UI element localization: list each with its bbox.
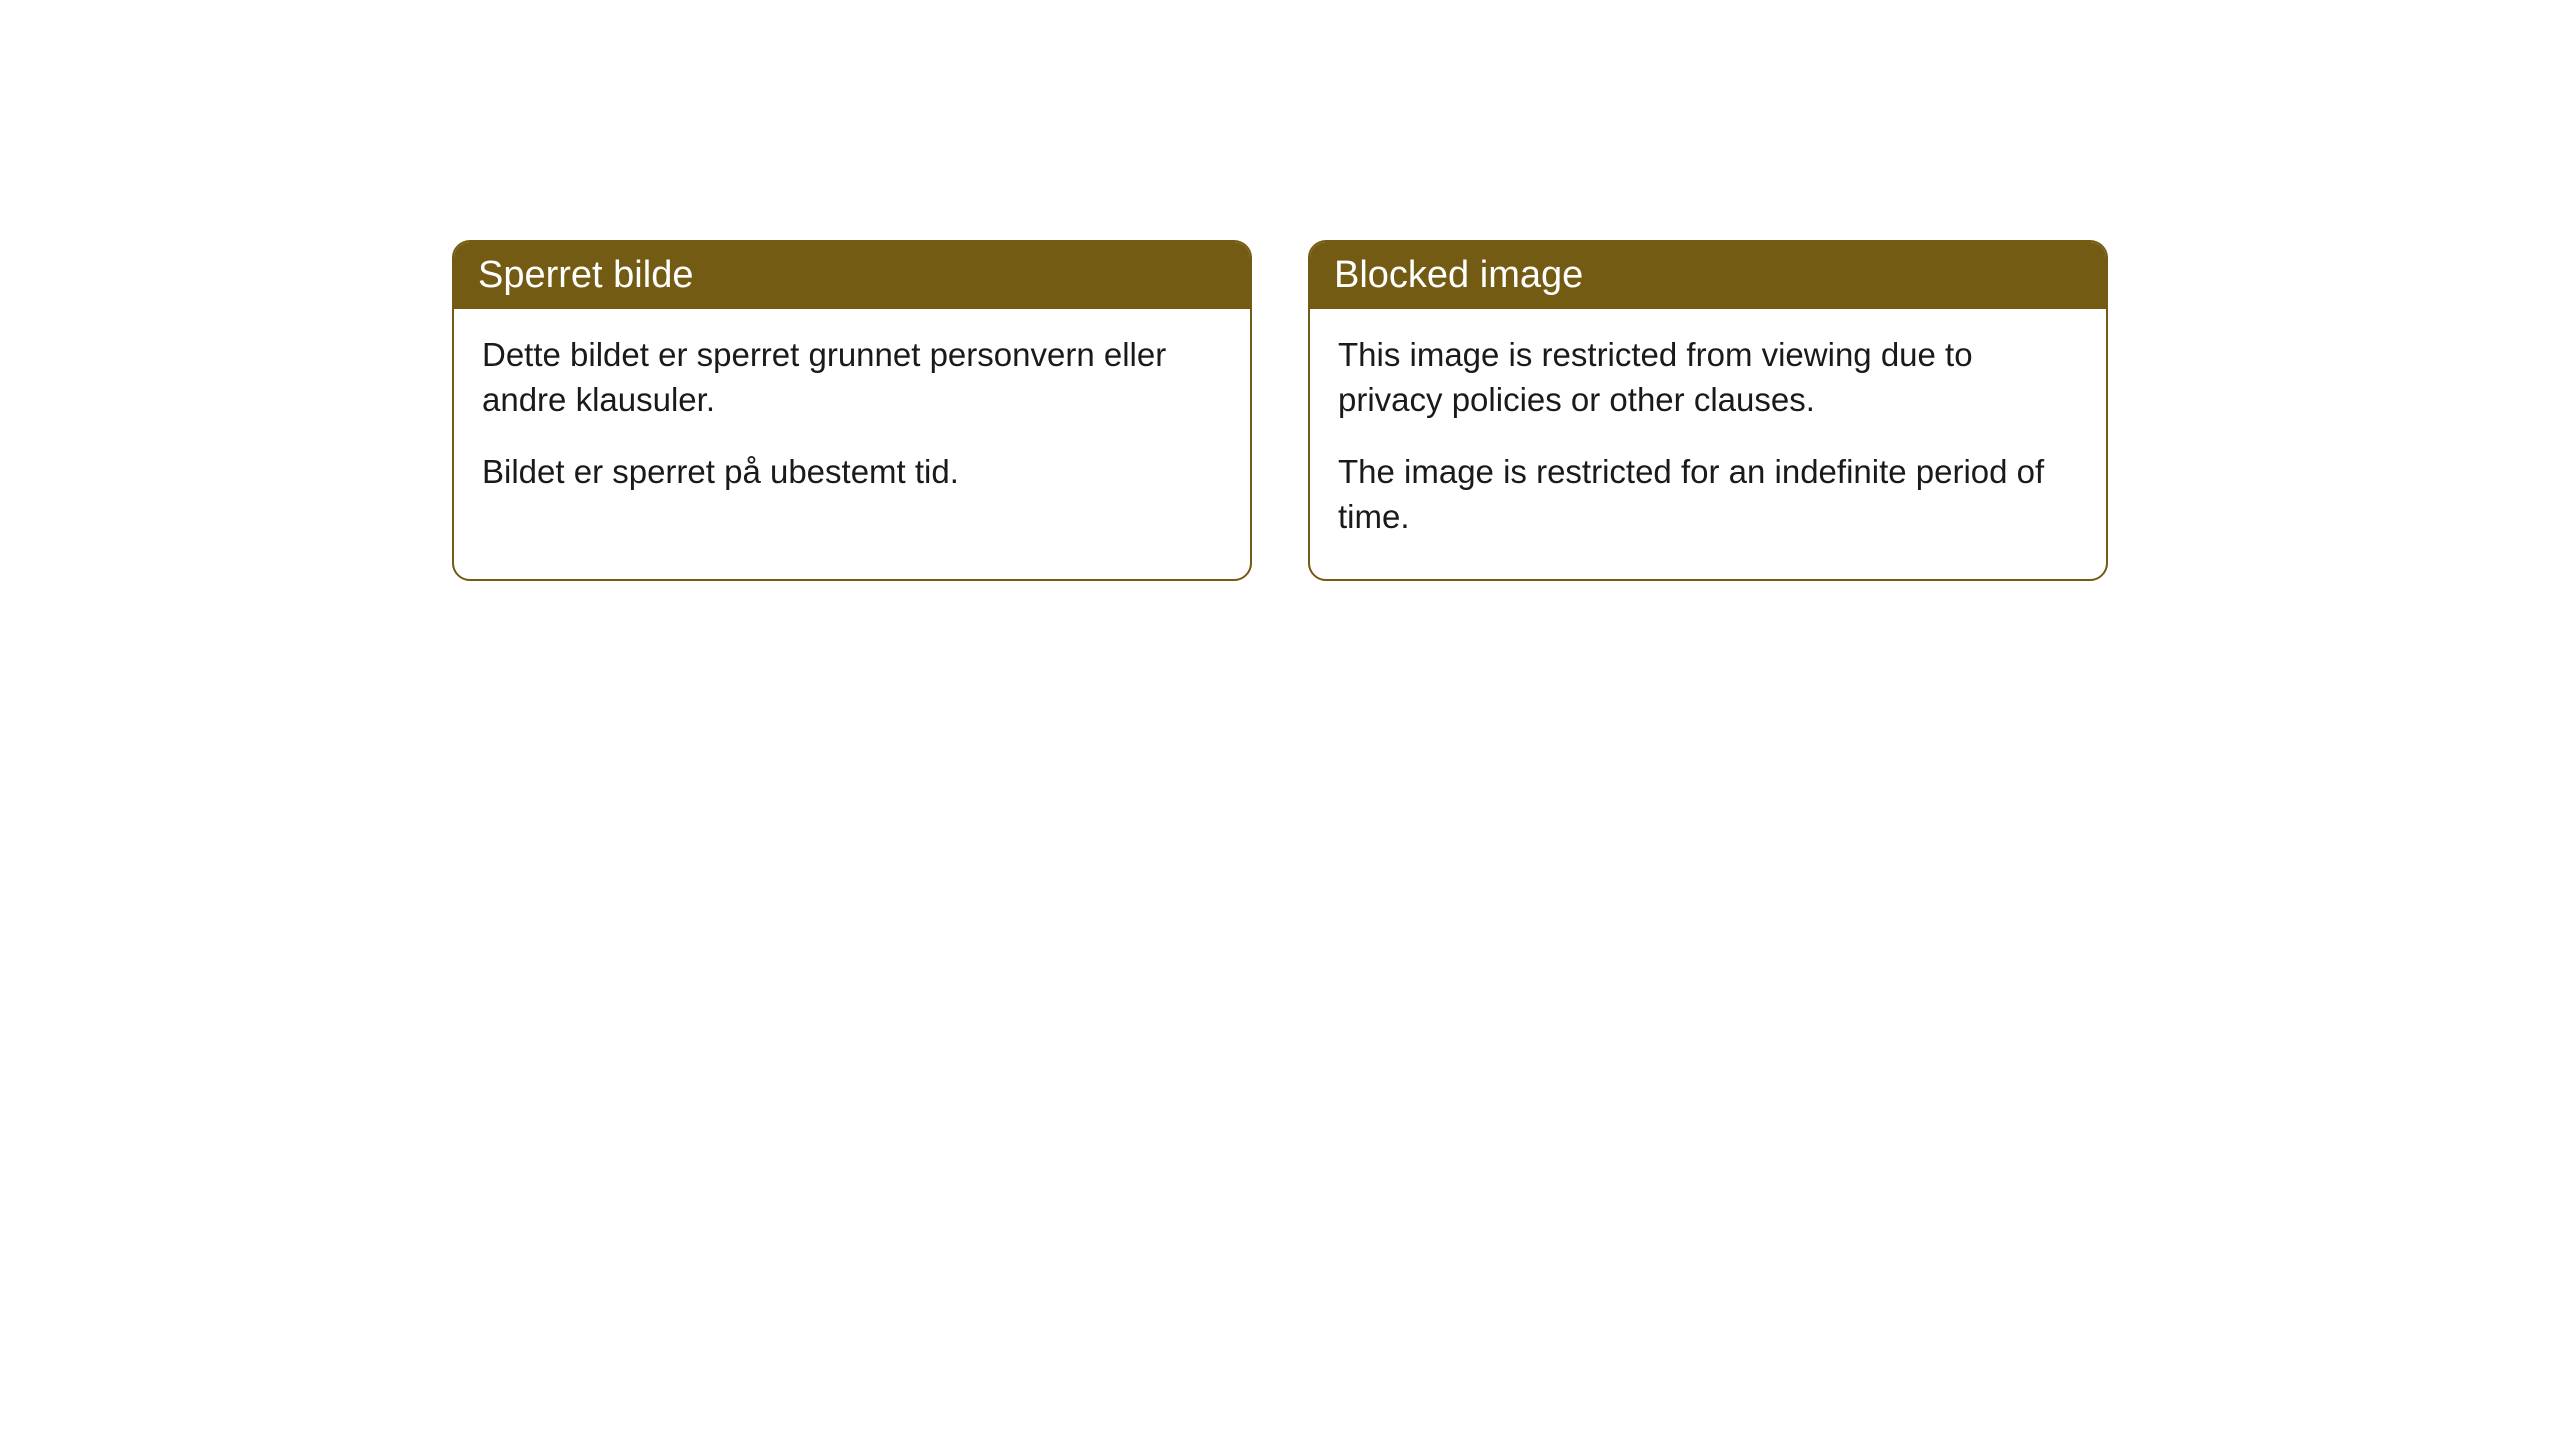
panel-body-norwegian: Dette bildet er sperret grunnet personve… bbox=[454, 309, 1250, 535]
blocked-image-panel-norwegian: Sperret bilde Dette bildet er sperret gr… bbox=[452, 240, 1252, 581]
panel-paragraph-1: Dette bildet er sperret grunnet personve… bbox=[482, 333, 1222, 422]
panel-header-english: Blocked image bbox=[1310, 242, 2106, 309]
panel-title: Blocked image bbox=[1334, 254, 1583, 296]
panel-paragraph-2: Bildet er sperret på ubestemt tid. bbox=[482, 450, 1222, 495]
panel-header-norwegian: Sperret bilde bbox=[454, 242, 1250, 309]
panel-paragraph-2: The image is restricted for an indefinit… bbox=[1338, 450, 2078, 539]
panel-title: Sperret bilde bbox=[478, 254, 693, 296]
panel-body-english: This image is restricted from viewing du… bbox=[1310, 309, 2106, 579]
notice-panels-container: Sperret bilde Dette bildet er sperret gr… bbox=[452, 240, 2108, 581]
panel-paragraph-1: This image is restricted from viewing du… bbox=[1338, 333, 2078, 422]
blocked-image-panel-english: Blocked image This image is restricted f… bbox=[1308, 240, 2108, 581]
